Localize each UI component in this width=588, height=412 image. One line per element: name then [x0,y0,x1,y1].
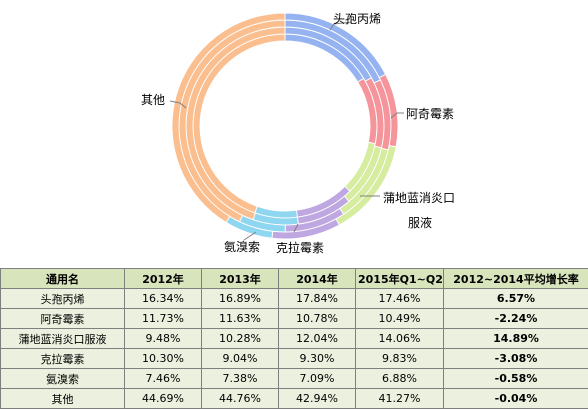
label-pudilan-line2: 服液 [408,215,432,230]
cell-growth: 6.57% [443,288,588,309]
header-growth: 2012~2014平均增长率 [443,268,588,289]
label-pudilan-line1: 蒲地蓝消炎口 [383,191,455,205]
cell-value: 44.69% [124,388,202,409]
cell-name: 其他 [0,388,125,409]
cell-name: 头孢丙烯 [0,288,125,309]
cell-name: 蒲地蓝消炎口服液 [0,328,125,349]
cell-growth: -2.24% [443,308,588,329]
cell-value: 10.30% [124,348,202,369]
label-azithromycin: 阿奇霉素 [406,107,454,121]
cell-name: 克拉霉素 [0,348,125,369]
cell-value: 9.04% [201,348,279,369]
label-cefprozil: 头孢丙烯 [333,12,381,26]
cell-value: 9.83% [355,348,444,369]
header-2013: 2013年 [201,268,279,289]
cell-value: 7.09% [278,368,356,389]
cell-value: 14.06% [355,328,444,349]
cell-value: 6.88% [355,368,444,389]
table-row: 阿奇霉素 11.73% 11.63% 10.78% 10.49% -2.24% [0,308,588,329]
table-row: 氨溴索 7.46% 7.38% 7.09% 6.88% -0.58% [0,368,588,389]
ring-2015Q1Q2-segment-other [171,12,286,224]
table-row: 克拉霉素 10.30% 9.04% 9.30% 9.83% -3.08% [0,348,588,369]
cell-value: 10.49% [355,308,444,329]
cell-value: 44.76% [201,388,279,409]
doughnut-chart: 头孢丙烯 阿奇霉素 蒲地蓝消炎口 服液 克拉霉素 氨溴索 其他 [141,12,455,255]
cell-value: 7.46% [124,368,202,389]
chart-rings [171,12,399,240]
cell-value: 11.73% [124,308,202,329]
label-ambroxol: 氨溴索 [224,240,260,254]
header-name: 通用名 [0,268,125,289]
leader-line-ambroxol [243,231,257,241]
data-table-container: 通用名 2012年 2013年 2014年 2015年Q1~Q2 2012~20… [0,268,588,409]
label-other: 其他 [141,93,165,107]
leader-line-cefprozil [329,21,353,31]
cell-growth: -3.08% [443,348,588,369]
cell-value: 7.38% [201,368,279,389]
cell-value: 17.46% [355,288,444,309]
cell-name: 阿奇霉素 [0,308,125,329]
cell-value: 16.89% [201,288,279,309]
cell-value: 11.63% [201,308,279,329]
chart-svg: 头孢丙烯 阿奇霉素 蒲地蓝消炎口 服液 克拉霉素 氨溴索 其他 [141,12,455,255]
cell-value: 10.28% [201,328,279,349]
leader-line-other [169,100,187,109]
table-row: 其他 44.69% 44.76% 42.94% 41.27% -0.04% [0,388,588,409]
cell-value: 41.27% [355,388,444,409]
table-row: 蒲地蓝消炎口服液 9.48% 10.28% 12.04% 14.06% 14.8… [0,328,588,349]
header-2014: 2014年 [278,268,356,289]
cell-growth: -0.58% [443,368,588,389]
header-2015: 2015年Q1~Q2 [355,268,444,289]
cell-value: 9.30% [278,348,356,369]
table-row: 头孢丙烯 16.34% 16.89% 17.84% 17.46% 6.57% [0,288,588,309]
cell-value: 17.84% [278,288,356,309]
table-header-row: 通用名 2012年 2013年 2014年 2015年Q1~Q2 2012~20… [0,268,588,289]
cell-growth: 14.89% [443,328,588,349]
cell-value: 42.94% [278,388,356,409]
leader-line-clarithromycin [293,223,299,233]
cell-growth: -0.04% [443,388,588,409]
cell-value: 16.34% [124,288,202,309]
cell-value: 12.04% [278,328,356,349]
leader-line-azithromycin [390,112,404,119]
cell-name: 氨溴索 [0,368,125,389]
header-2012: 2012年 [124,268,202,289]
cell-value: 9.48% [124,328,202,349]
cell-value: 10.78% [278,308,356,329]
label-clarithromycin: 克拉霉素 [276,240,324,255]
data-table: 通用名 2012年 2013年 2014年 2015年Q1~Q2 2012~20… [0,268,588,409]
leader-lines [169,21,404,241]
